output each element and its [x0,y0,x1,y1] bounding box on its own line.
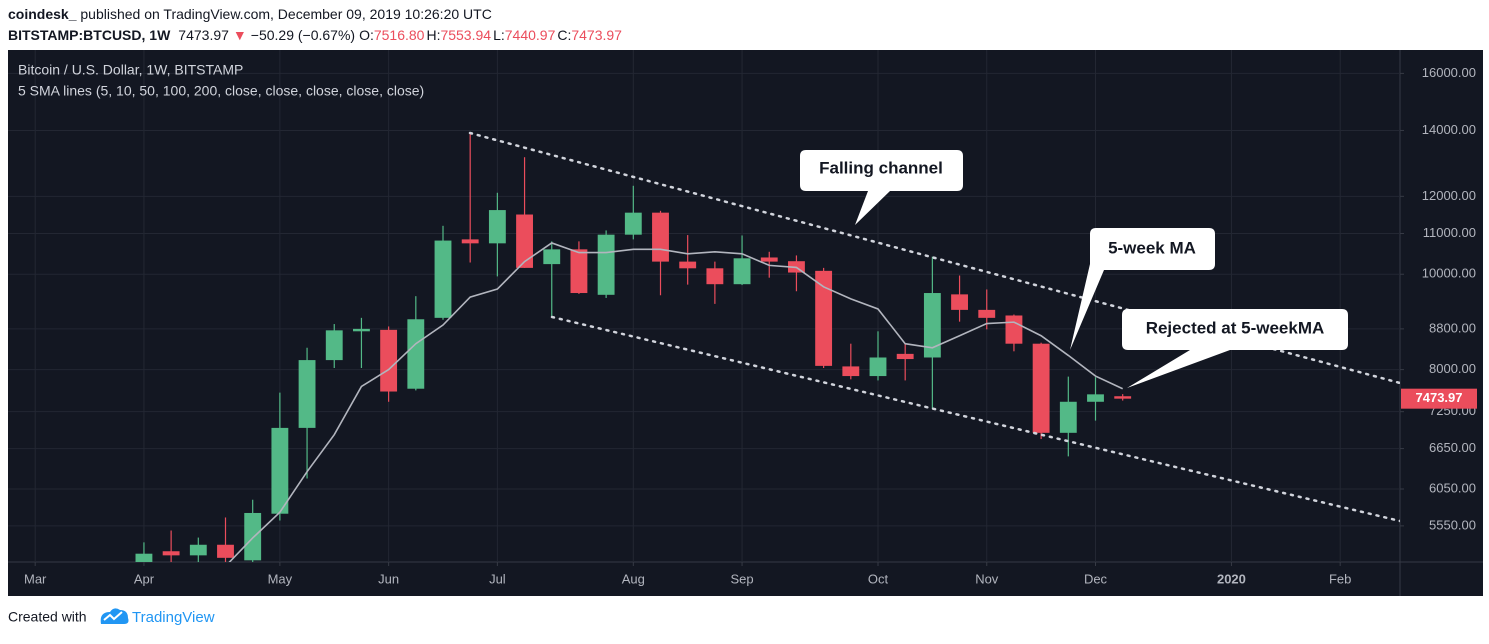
callout-text: 5-week MA [1108,238,1196,257]
y-tick-label: 8000.00 [1429,361,1476,376]
candle-body [189,544,207,556]
legend-subtitle: 5 SMA lines (5, 10, 50, 100, 200, close,… [18,83,424,99]
x-tick-label: Dec [1084,571,1108,586]
candle-body [896,353,914,360]
logo-line [103,611,123,621]
candle-body [217,544,234,558]
h-value: 7553.94 [440,27,491,43]
y-tick-label: 14000.00 [1422,122,1476,137]
candle-body [543,249,561,265]
candle-body [679,261,697,269]
last-price-box [1401,388,1477,409]
x-tick-label: Jun [378,571,399,586]
candle-body [271,427,289,514]
logo-cloud [100,608,129,624]
x-tick-label: May [268,571,293,586]
callout-box [800,150,963,225]
candle-body [244,512,262,561]
y-tick-label: 5550.00 [1429,517,1476,532]
x-tick-label: Jul [489,571,506,586]
l-label: L: [493,27,505,43]
x-tick-label: Mar [24,571,47,586]
candle-body [488,210,506,244]
arrow: ▼ [233,27,247,43]
y-tick-label: 11000.00 [1423,225,1476,240]
c-value: 7473.97 [571,27,622,43]
candle-body [298,360,316,428]
candle-body [1032,343,1050,433]
candle-body [162,551,180,556]
y-tick-label: 6050.00 [1429,480,1476,495]
published: published on TradingView.com, December 0… [76,6,491,22]
y-tick-label: 6650.00 [1429,440,1476,455]
o-value: 7516.80 [374,27,425,43]
candle-body [434,240,452,318]
candle-body [842,366,860,377]
candle-body [706,268,724,285]
candle-body [135,553,153,562]
sma-line [228,242,1124,562]
callout-text: Falling channel [819,158,943,177]
c-label: C: [557,27,571,43]
x-tick-label: 2020 [1217,571,1246,586]
callout-text: Rejected at 5-weekMA [1146,318,1325,337]
callout: Rejected at 5-weekMA [1122,309,1348,388]
channel-lower [550,315,1400,523]
h-label: H: [426,27,440,43]
candle-body [1087,394,1104,402]
callout: 5-week MA [1070,228,1215,350]
last: 7473.97 [178,27,229,43]
candle-body [733,258,751,285]
header-quote: BITSTAMP:BTCUSD, 1W 7473.97 ▼ −50.29 (−0.67… [8,27,622,43]
candle-body [869,357,887,377]
callout-box [1122,309,1348,388]
candle-body [951,294,968,310]
candle-body [407,319,425,389]
plot [135,134,1132,562]
o-label: O: [359,27,374,43]
candle-body [325,330,343,361]
callout-box [1070,228,1215,350]
candle-body [815,270,833,366]
candle-body [978,309,996,318]
candle-body [461,239,479,244]
y-tick-label: 12000.00 [1422,188,1476,203]
candle-body [353,328,370,332]
tradingview-logo [100,608,129,624]
candle-body [1005,315,1023,344]
candle-body [1059,401,1077,433]
y-tick-label: 8800.00 [1429,320,1476,335]
symbol: BITSTAMP:BTCUSD, 1W [8,27,171,43]
last-price-label: 7473.97 [1416,390,1463,405]
candle-body [760,257,778,262]
x-tick-label: Feb [1329,571,1351,586]
candle-body [570,249,588,294]
footer-created: Created with [8,609,87,625]
legend-title: Bitcoin / U.S. Dollar, 1W, BITSTAMP [18,62,243,78]
y-tick-label: 16000.00 [1422,65,1476,80]
change: −50.29 (−0.67%) [251,27,355,43]
candle-body [597,234,615,295]
candle-body [652,212,669,262]
candle-body [624,212,642,235]
y-tick-label: 10000.00 [1422,266,1476,281]
l-value: 7440.97 [505,27,556,43]
x-tick-label: Apr [134,571,155,586]
x-tick-label: Nov [975,571,999,586]
header-line: coindesk_ published on TradingView.com, … [8,6,492,22]
x-tick-label: Sep [730,571,753,586]
x-tick-label: Oct [868,571,889,586]
candle-body [923,293,941,358]
author: coindesk_ [8,6,77,22]
candle-body [380,329,398,392]
candle-body [516,214,533,268]
candle-body [1114,396,1132,399]
x-tick-label: Aug [622,571,645,586]
footer-brand: TradingView [132,609,215,626]
callout: Falling channel [800,150,963,225]
